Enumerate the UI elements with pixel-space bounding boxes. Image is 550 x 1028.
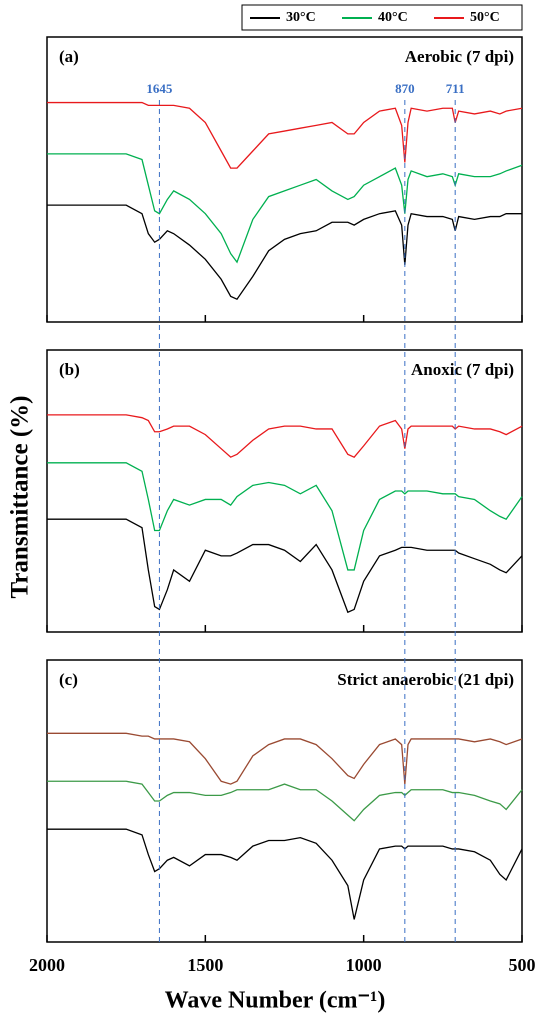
x-tick-label: 500: [509, 955, 536, 975]
spectrum-line: [47, 518, 523, 614]
panel-label: (c): [59, 670, 78, 689]
x-tick-label: 1000: [346, 955, 382, 975]
panel-frame: [46, 349, 523, 633]
legend-label: 30°C: [286, 10, 316, 25]
reference-label: 870: [395, 81, 415, 96]
legend-box: [241, 4, 523, 31]
panel-title: Aerobic (7 dpi): [405, 47, 514, 66]
spectrum-line: [47, 153, 523, 264]
spectrum-line: [47, 204, 522, 301]
panel-frame: [46, 36, 523, 323]
spectrum-line: [47, 780, 523, 822]
panel-title: Strict anaerobic (21 dpi): [337, 670, 514, 689]
panel-frame: [46, 659, 523, 943]
spectrum-line: [47, 828, 523, 920]
y-axis-label: Transmittance (%): [7, 396, 34, 599]
reference-label: 1645: [146, 81, 173, 96]
panel-label: (b): [59, 360, 80, 379]
panel-label: (a): [59, 47, 79, 66]
spectrum-line: [47, 732, 523, 785]
spectrum-line: [47, 101, 523, 169]
x-tick-label: 2000: [29, 955, 65, 975]
legend-label: 40°C: [378, 10, 408, 25]
x-tick-label: 1500: [187, 955, 223, 975]
spectrum-line: [47, 462, 523, 571]
x-axis-label: Wave Number (cm⁻¹): [165, 988, 386, 1014]
legend-label: 50°C: [470, 10, 500, 25]
reference-label: 711: [446, 81, 465, 96]
panel-title: Anoxic (7 dpi): [411, 360, 514, 379]
spectrum-line: [47, 414, 523, 458]
